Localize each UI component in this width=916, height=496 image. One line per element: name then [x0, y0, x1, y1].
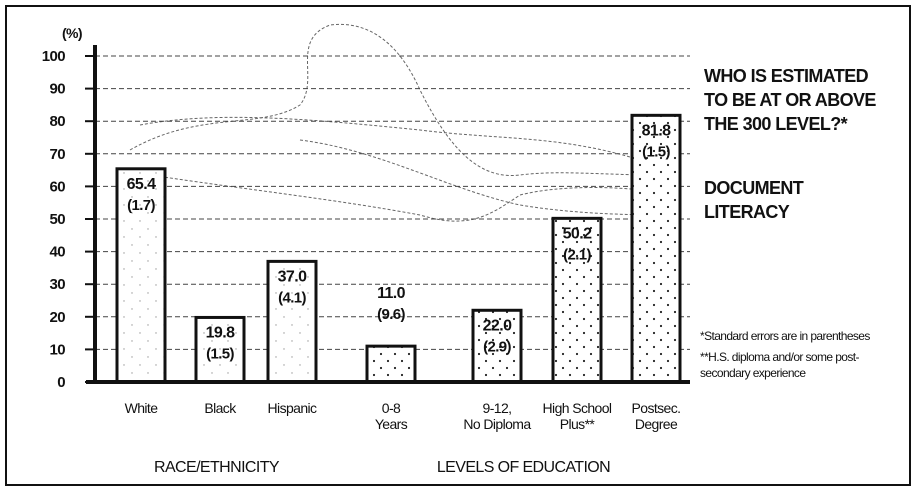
value-label: 11.0 — [377, 285, 406, 302]
y-tick-label: 80 — [50, 113, 66, 130]
bar — [553, 218, 601, 382]
bar — [367, 346, 415, 382]
y-tick-label: 50 — [50, 211, 66, 228]
note: *Standard errors are in parentheses — [700, 329, 870, 343]
group-label: LEVELS OF EDUCATION — [437, 459, 610, 476]
y-tick-label: 40 — [50, 244, 66, 261]
value-label: 81.8 — [642, 122, 671, 139]
y-tick-label: 20 — [50, 309, 66, 326]
error-label: (9.6) — [377, 306, 405, 323]
x-tick-label: White — [125, 400, 159, 416]
group-label: RACE/ETHNICITY — [154, 459, 280, 476]
error-label: (2.1) — [563, 246, 591, 263]
error-label: (1.5) — [642, 143, 670, 160]
value-label: 22.0 — [483, 317, 512, 334]
decoration — [130, 24, 680, 221]
y-tick-label: 0 — [57, 374, 65, 391]
value-label: 50.2 — [563, 225, 592, 242]
note: **H.S. diploma and/or some post-secondar… — [700, 350, 859, 380]
y-tick-label: 90 — [50, 81, 66, 98]
y-tick-label: 100 — [42, 48, 65, 65]
chart: (%) 0 10 20 30 40 50 60 70 80 90 100 White 65.4 (1.7)… — [0, 0, 916, 491]
x-tick-label: Hispanic — [268, 400, 317, 416]
y-tick-label: 70 — [50, 146, 66, 163]
value-label: 37.0 — [278, 268, 307, 285]
page: {"chart_data": { "type": "bar", "title":… — [0, 0, 916, 496]
value-label: 65.4 — [127, 176, 156, 193]
y-tick-label: 30 — [50, 276, 66, 293]
error-label: (2.9) — [483, 338, 511, 355]
value-label: 19.8 — [206, 324, 235, 341]
error-label: (1.5) — [206, 345, 234, 362]
error-label: (4.1) — [278, 289, 306, 306]
x-tick-label: Black — [204, 400, 237, 416]
y-axis-label: (%) — [62, 25, 82, 41]
x-tick-label: 9-12,No Diploma — [463, 400, 531, 432]
x-tick-label: Postsec.Degree — [632, 400, 681, 432]
y-tick-label: 60 — [50, 178, 66, 195]
error-label: (1.7) — [127, 197, 155, 214]
y-tick-label: 10 — [50, 341, 66, 358]
